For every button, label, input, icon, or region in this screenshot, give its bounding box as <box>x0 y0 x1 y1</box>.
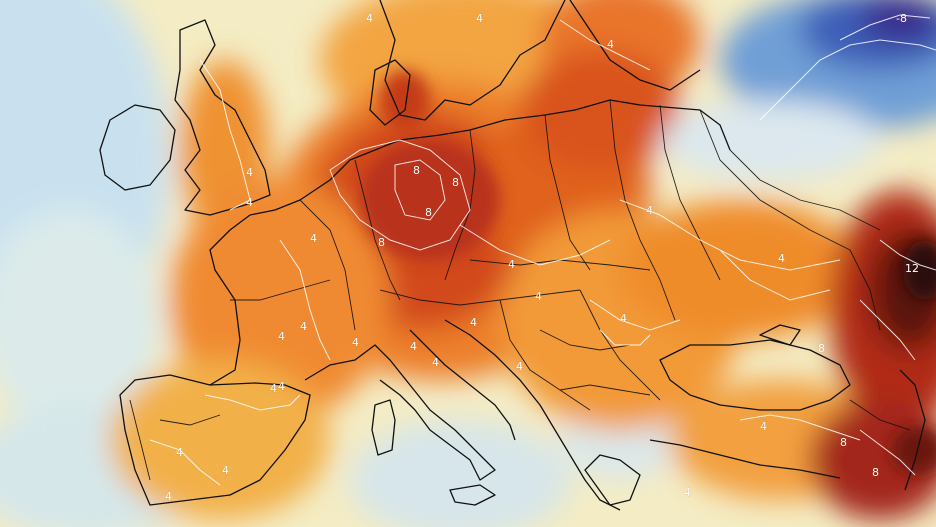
contour-label: 4 <box>432 356 439 369</box>
contour-label: 4 <box>310 232 317 245</box>
contour-label: 4 <box>366 12 373 25</box>
contour-lines <box>149 14 936 486</box>
contour-label: 4 <box>270 382 277 395</box>
contour-label: 4 <box>684 486 691 499</box>
contour-label: 8 <box>378 236 385 249</box>
contour-label: -8 <box>896 12 907 25</box>
contour-label: 4 <box>476 12 483 25</box>
contour-label: 8 <box>452 176 459 189</box>
contour-label: 4 <box>176 446 183 459</box>
contour-label: 4 <box>246 196 253 209</box>
contour-label: 4 <box>508 258 515 271</box>
contour-label: 4 <box>246 166 253 179</box>
contour-label: 4 <box>778 252 785 265</box>
contour-label: 4 <box>620 312 627 325</box>
country-borders <box>129 99 911 481</box>
contour-label: 4 <box>470 316 477 329</box>
contour-label: 4 <box>760 420 767 433</box>
contour-label: 4 <box>410 340 417 353</box>
contour-label: 8 <box>840 436 847 449</box>
contour-label: 12 <box>905 262 919 275</box>
contour-label: 4 <box>352 336 359 349</box>
contour-label: 4 <box>222 464 229 477</box>
contour-label: 4 <box>165 490 172 503</box>
contour-label: 4 <box>300 320 307 333</box>
contour-labels: -8 4 4 4 8 8 8 8 4 4 4 4 4 4 4 4 4 4 4 4… <box>165 12 920 504</box>
contour-label: 8 <box>818 342 825 355</box>
contour-label: 8 <box>413 164 420 177</box>
contour-label: 8 <box>425 206 432 219</box>
contour-label: 4 <box>535 290 542 303</box>
contour-label: 4 <box>516 360 523 373</box>
contour-label: 4 <box>278 380 285 393</box>
contour-label: 4 <box>607 38 614 51</box>
contour-label: 4 <box>278 330 285 343</box>
contour-label: 8 <box>872 466 879 479</box>
contour-label: 4 <box>646 204 653 217</box>
